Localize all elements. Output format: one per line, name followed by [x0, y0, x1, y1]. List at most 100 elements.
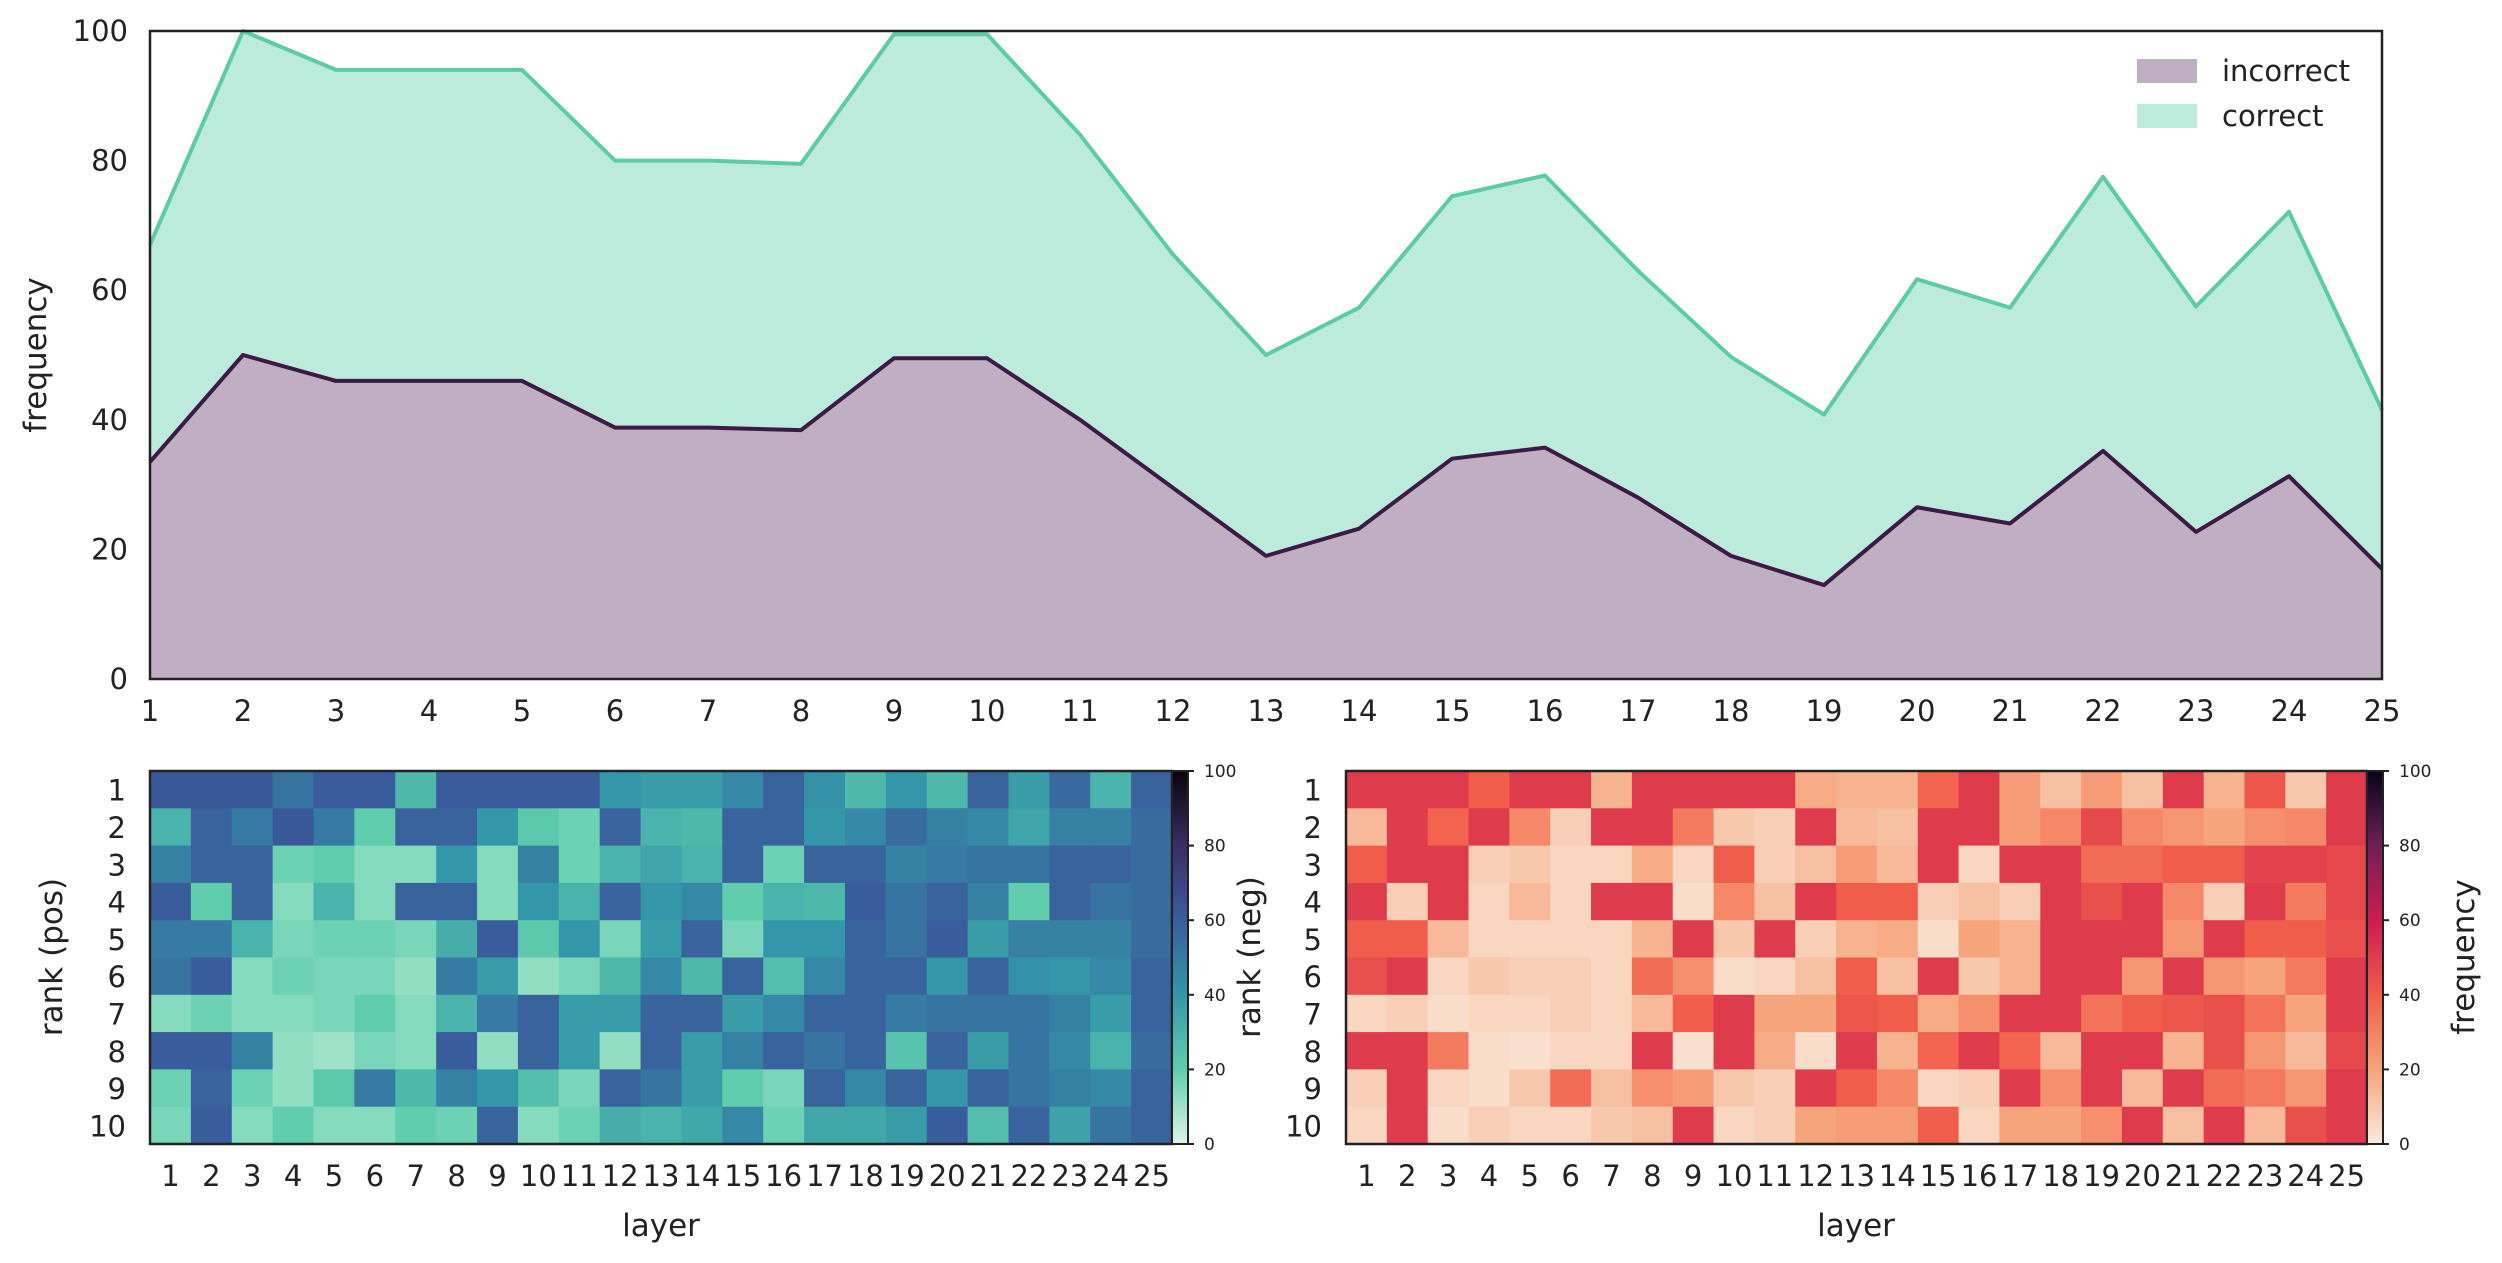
heatmap-cell	[2285, 808, 2327, 847]
heatmap-cell	[885, 1069, 928, 1108]
heatmap-cell	[272, 957, 315, 996]
heatmap-cell	[2203, 882, 2246, 921]
heatmap-cell	[763, 957, 805, 996]
heatmap-cell	[517, 920, 560, 959]
area-xtick-label: 25	[2364, 694, 2401, 728]
heatmap-cell	[2121, 957, 2164, 996]
colorbar-neg-ticks: 0 20 40 60 80 100	[2383, 762, 2431, 1155]
heatmap-cell	[395, 920, 437, 959]
heatmap-cell	[1958, 957, 2001, 996]
area-xtick-label: 22	[2085, 694, 2122, 728]
colorbar-neg-label: frequency	[2446, 879, 2482, 1034]
heatmap-cell	[2326, 957, 2368, 996]
heatmap-cell	[2203, 920, 2246, 959]
heatmap-xtick-label: 11	[561, 1159, 598, 1193]
heatmap-cell	[722, 808, 764, 847]
area-xtick-label: 7	[699, 694, 717, 728]
heatmap-cell	[2244, 1106, 2286, 1145]
heatmap-cell	[2081, 957, 2123, 996]
heatmap-cell	[844, 771, 887, 809]
heatmap-cell	[477, 1106, 519, 1145]
heatmap-cell	[2081, 808, 2123, 847]
heatmap-cell	[1754, 994, 1796, 1033]
heatmap-xtick-label: 10	[520, 1159, 557, 1193]
heatmap-cell	[1049, 957, 1091, 996]
heatmap-cell	[558, 808, 601, 847]
heatmap-cell	[517, 845, 560, 884]
heatmap-cell	[395, 1106, 437, 1145]
heatmap-cell	[1999, 1069, 2041, 1108]
heatmap-cell	[272, 1106, 315, 1145]
heatmap-cell	[1468, 957, 1510, 996]
heatmap-cell	[1672, 882, 1715, 921]
heatmap-cell	[2203, 957, 2246, 996]
heatmap-cell	[150, 771, 192, 809]
heatmap-cell	[436, 957, 478, 996]
heatmap-cell	[1427, 771, 1470, 809]
heatmap-cell	[1591, 1069, 1633, 1108]
heatmap-cell	[354, 808, 396, 847]
heatmap-cell	[1090, 882, 1132, 921]
heatmap-cell	[599, 808, 642, 847]
heatmap-cell	[926, 1106, 969, 1145]
heatmap-cell	[354, 882, 396, 921]
heatmap-cell	[967, 994, 1010, 1033]
heatmap-cell	[1876, 771, 1919, 809]
area-xtick-label: 8	[792, 694, 810, 728]
heatmap-cell	[1999, 882, 2041, 921]
heatmap-cell	[1836, 920, 1878, 959]
heatmap-cell	[763, 1106, 805, 1145]
heatmap-cell	[1754, 1032, 1796, 1070]
heatmap-cell	[2121, 771, 2164, 809]
heatmap-cell	[1958, 994, 2001, 1033]
heatmap-cell	[599, 1032, 642, 1070]
area-xtick-label: 24	[2271, 694, 2308, 728]
heatmap-cell	[967, 771, 1010, 809]
heatmap-cell	[967, 1069, 1010, 1108]
heatmap-xtick-label: 17	[2001, 1159, 2038, 1193]
heatmap-cell	[1386, 845, 1429, 884]
heatmap-cell	[804, 994, 846, 1033]
heatmap-cell	[1754, 808, 1796, 847]
heatmap-xtick-label: 14	[1879, 1159, 1916, 1193]
heatmap-cell	[1131, 1069, 1173, 1108]
heatmap-cell	[477, 1069, 519, 1108]
heatmap-cell	[395, 808, 437, 847]
heatmap-cell	[2203, 1106, 2246, 1145]
heatmap-cell	[1876, 1032, 1919, 1070]
heatmap-cell	[2285, 994, 2327, 1033]
area-xtick-label: 13	[1248, 694, 1285, 728]
heatmap-cell	[1346, 957, 1388, 996]
heatmap-cell	[1591, 808, 1633, 847]
heatmap-cell	[1754, 845, 1796, 884]
heatmap-cell	[844, 920, 887, 959]
colorbar-tick-label: 60	[2399, 911, 2421, 931]
heatmap-cell	[1836, 808, 1878, 847]
heatmap-cell	[1386, 882, 1429, 921]
area-xticks: 1 2 3 4 5 6 7 8 9 10 11 12 13 14 15 16 17 18 19 20 21 22 23 24 2…	[141, 694, 2401, 728]
heatmap-cell	[1550, 1032, 1592, 1070]
area-xtick-label: 16	[1527, 694, 1564, 728]
heatmap-ytick-label: 5	[1304, 923, 1322, 957]
heatmap-cell	[2244, 808, 2286, 847]
heatmap-cell	[722, 1032, 764, 1070]
legend-swatch-incorrect	[2137, 59, 2197, 83]
heatmap-cell	[1876, 920, 1919, 959]
area-ytick-label: 0	[110, 662, 128, 696]
heatmap-cell	[2326, 1106, 2368, 1145]
area-xtick-label: 9	[885, 694, 903, 728]
heatmap-xtick-label: 24	[1092, 1159, 1129, 1193]
heatmap-cell	[1090, 771, 1132, 809]
heatmap-xtick-label: 15	[724, 1159, 761, 1193]
heatmap-xtick-label: 2	[1398, 1159, 1416, 1193]
heatmap-cell	[231, 1069, 274, 1108]
heatmap-cell	[272, 771, 315, 809]
heatmap-cell	[926, 957, 969, 996]
heatmap-ytick-label: 8	[1304, 1035, 1322, 1069]
heatmap-cell	[1958, 808, 2001, 847]
heatmap-cell	[517, 957, 560, 996]
heatmap-cell	[1131, 994, 1173, 1033]
legend: incorrect correct	[2137, 54, 2350, 133]
